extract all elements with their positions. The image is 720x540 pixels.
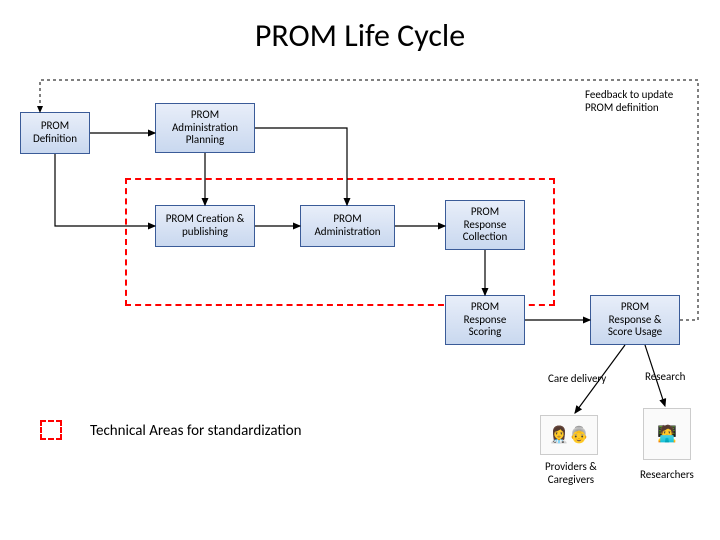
node-label: PROMAdministration — [314, 213, 380, 238]
node-label: PROMResponse &Score Usage — [608, 301, 662, 339]
legend-swatch — [40, 420, 62, 440]
care-delivery-label: Care delivery — [548, 372, 606, 385]
node-usage: PROMResponse &Score Usage — [590, 295, 680, 345]
node-collection: PROMResponseCollection — [445, 200, 525, 250]
node-scoring: PROMResponseScoring — [445, 295, 525, 345]
research-label: Research — [645, 370, 685, 383]
feedback-label: Feedback to updatePROM definition — [585, 88, 673, 114]
node-label: PROMAdministrationPlanning — [172, 109, 238, 147]
researchers-image: 🧑‍💻 — [643, 408, 691, 460]
node-admin: PROMAdministration — [300, 205, 395, 247]
node-creation: PROM Creation &publishing — [155, 205, 255, 247]
providers-image: 👩‍⚕️👵 — [540, 415, 598, 455]
node-label: PROMResponseScoring — [464, 301, 507, 339]
node-definition: PROMDefinition — [20, 112, 90, 154]
node-label: PROM Creation &publishing — [166, 213, 245, 238]
node-planning: PROMAdministrationPlanning — [155, 103, 255, 153]
node-label: PROMDefinition — [33, 120, 77, 145]
page-title: PROM Life Cycle — [0, 16, 720, 55]
researchers-caption: Researchers — [640, 468, 694, 481]
providers-caption: Providers &Caregivers — [545, 460, 597, 486]
node-label: PROMResponseCollection — [463, 206, 508, 244]
legend-text: Technical Areas for standardization — [90, 422, 302, 440]
